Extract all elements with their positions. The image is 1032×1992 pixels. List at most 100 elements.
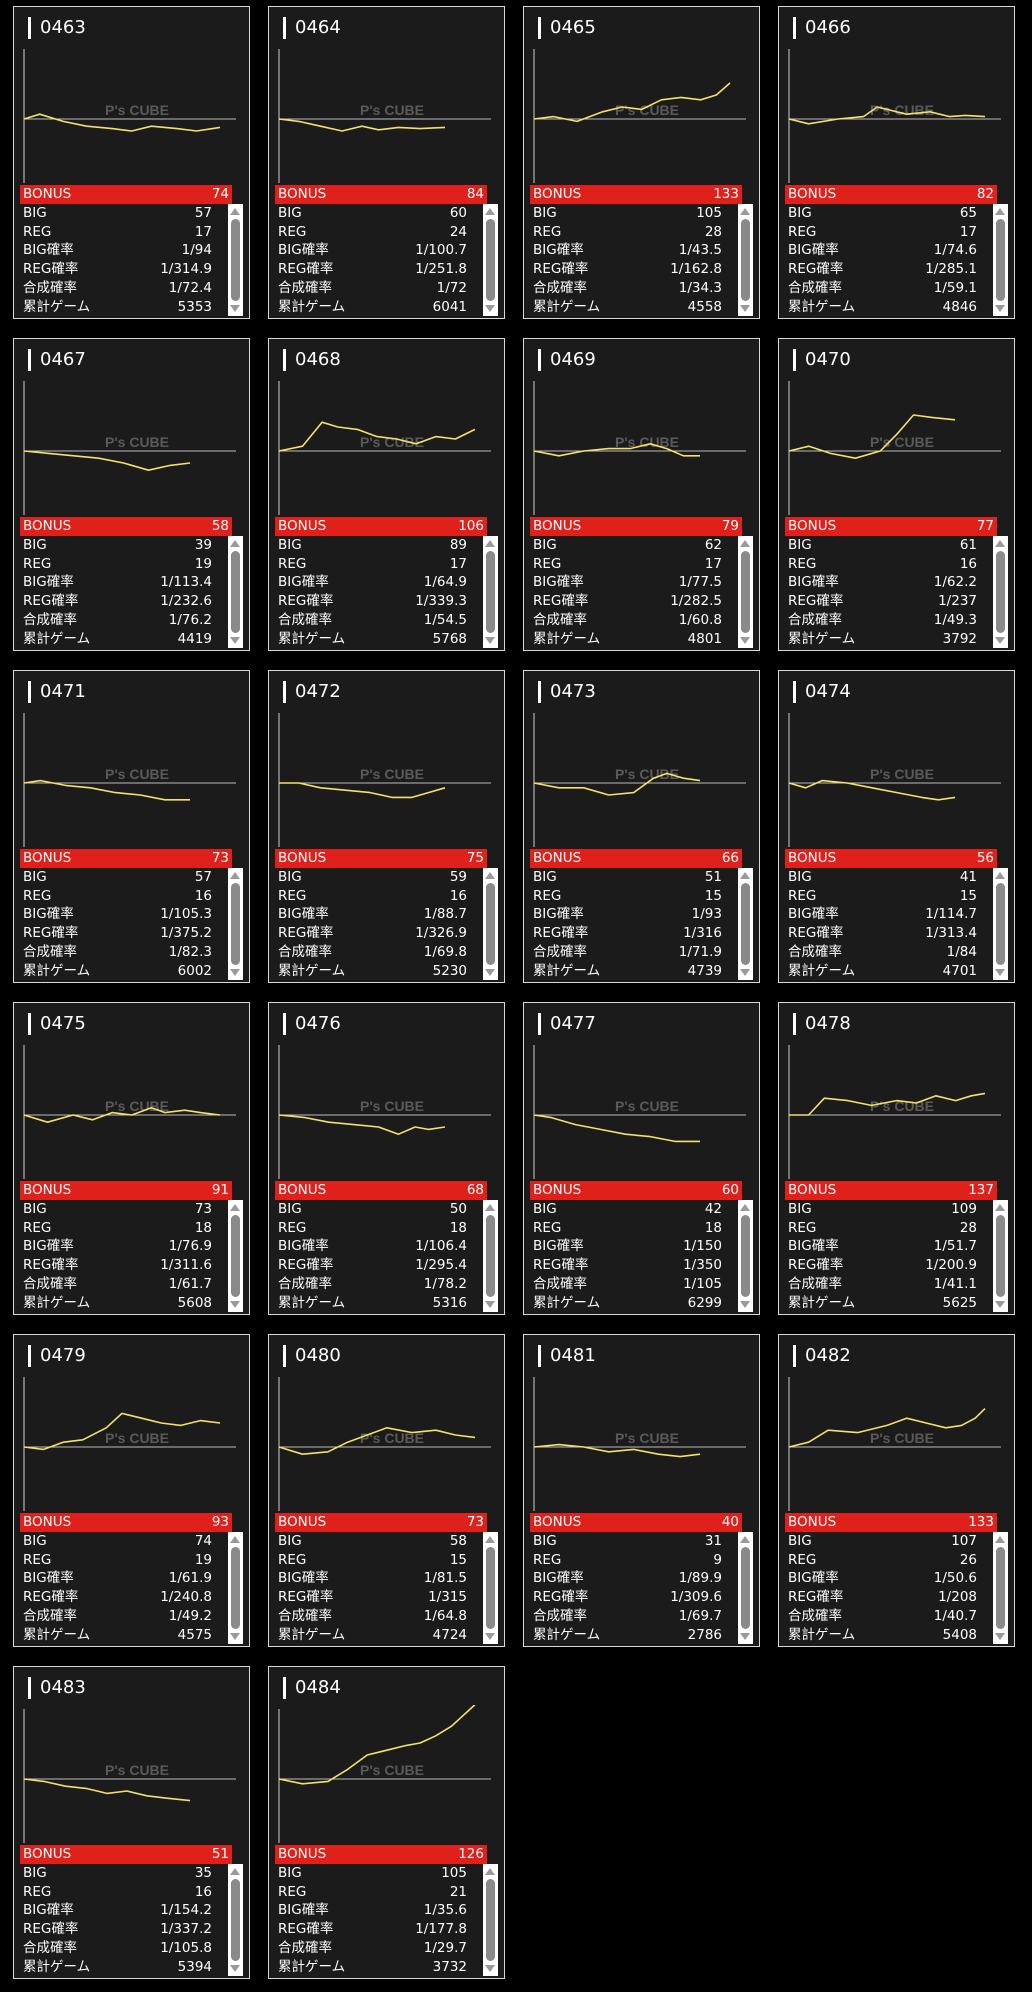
machine-card[interactable]: 0463 P's CUBE BONUS 74 BIG 57 REG 17 BIG確率 1/94 RE…: [13, 6, 250, 319]
stats-scrollbar[interactable]: [483, 867, 498, 980]
scroll-down-arrow-icon[interactable]: [740, 968, 750, 976]
stats-scrollbar[interactable]: [993, 867, 1008, 980]
scroll-up-arrow-icon[interactable]: [740, 539, 750, 547]
scroll-down-arrow-icon[interactable]: [230, 1632, 240, 1640]
scroll-thumb[interactable]: [231, 882, 240, 965]
scroll-up-arrow-icon[interactable]: [740, 1535, 750, 1543]
scroll-thumb[interactable]: [741, 1214, 750, 1297]
stats-scrollbar[interactable]: [993, 203, 1008, 316]
scroll-down-arrow-icon[interactable]: [485, 304, 495, 312]
scroll-up-arrow-icon[interactable]: [485, 871, 495, 879]
scroll-up-arrow-icon[interactable]: [995, 539, 1005, 547]
stats-scrollbar[interactable]: [993, 1531, 1008, 1644]
scroll-thumb[interactable]: [486, 1546, 495, 1629]
machine-card[interactable]: 0473 P's CUBE BONUS 66 BIG 51 REG 15 BIG確率 1/93 RE…: [523, 670, 760, 983]
stats-scrollbar[interactable]: [228, 867, 243, 980]
scroll-up-arrow-icon[interactable]: [230, 1867, 240, 1875]
stats-scrollbar[interactable]: [483, 203, 498, 316]
stats-scrollbar[interactable]: [228, 535, 243, 648]
stats-scrollbar[interactable]: [228, 1199, 243, 1312]
machine-card[interactable]: 0472 P's CUBE BONUS 75 BIG 59 REG 16 BIG確率 1/88.7…: [268, 670, 505, 983]
stats-scrollbar[interactable]: [228, 203, 243, 316]
machine-card[interactable]: 0465 P's CUBE BONUS 133 BIG 105 REG 28 BIG確率 1/43…: [523, 6, 760, 319]
scroll-down-arrow-icon[interactable]: [995, 1300, 1005, 1308]
scroll-down-arrow-icon[interactable]: [740, 304, 750, 312]
scroll-thumb[interactable]: [231, 550, 240, 633]
machine-card[interactable]: 0479 P's CUBE BONUS 93 BIG 74 REG 19 BIG確率 1/61.9…: [13, 1334, 250, 1647]
scroll-up-arrow-icon[interactable]: [740, 871, 750, 879]
machine-card[interactable]: 0474 P's CUBE BONUS 56 BIG 41 REG 15 BIG確率 1/114.…: [778, 670, 1015, 983]
stats-scrollbar[interactable]: [738, 867, 753, 980]
scroll-down-arrow-icon[interactable]: [485, 636, 495, 644]
machine-card[interactable]: 0466 P's CUBE BONUS 82 BIG 65 REG 17 BIG確率 1/74.6…: [778, 6, 1015, 319]
scroll-up-arrow-icon[interactable]: [995, 1535, 1005, 1543]
scroll-up-arrow-icon[interactable]: [995, 207, 1005, 215]
scroll-thumb[interactable]: [996, 1546, 1005, 1629]
scroll-down-arrow-icon[interactable]: [485, 1300, 495, 1308]
machine-card[interactable]: 0476 P's CUBE BONUS 68 BIG 50 REG 18 BIG確率 1/106.…: [268, 1002, 505, 1315]
scroll-down-arrow-icon[interactable]: [740, 1632, 750, 1640]
scroll-up-arrow-icon[interactable]: [230, 539, 240, 547]
scroll-thumb[interactable]: [741, 882, 750, 965]
scroll-thumb[interactable]: [486, 882, 495, 965]
scroll-thumb[interactable]: [741, 1546, 750, 1629]
machine-card[interactable]: 0483 P's CUBE BONUS 51 BIG 35 REG 16 BIG確率 1/154.…: [13, 1666, 250, 1979]
scroll-thumb[interactable]: [741, 218, 750, 301]
scroll-up-arrow-icon[interactable]: [995, 871, 1005, 879]
machine-card[interactable]: 0468 P's CUBE BONUS 106 BIG 89 REG 17 BIG確率 1/64.…: [268, 338, 505, 651]
scroll-up-arrow-icon[interactable]: [485, 1203, 495, 1211]
scroll-up-arrow-icon[interactable]: [230, 1203, 240, 1211]
scroll-thumb[interactable]: [996, 882, 1005, 965]
scroll-up-arrow-icon[interactable]: [485, 539, 495, 547]
scroll-up-arrow-icon[interactable]: [485, 207, 495, 215]
scroll-thumb[interactable]: [231, 1214, 240, 1297]
scroll-thumb[interactable]: [231, 218, 240, 301]
scroll-thumb[interactable]: [231, 1546, 240, 1629]
machine-card[interactable]: 0467 P's CUBE BONUS 58 BIG 39 REG 19 BIG確率 1/113.…: [13, 338, 250, 651]
stats-scrollbar[interactable]: [483, 1531, 498, 1644]
machine-card[interactable]: 0475 P's CUBE BONUS 91 BIG 73 REG 18 BIG確率 1/76.9…: [13, 1002, 250, 1315]
scroll-down-arrow-icon[interactable]: [230, 304, 240, 312]
stats-scrollbar[interactable]: [483, 1199, 498, 1312]
scroll-up-arrow-icon[interactable]: [230, 207, 240, 215]
scroll-down-arrow-icon[interactable]: [485, 968, 495, 976]
stats-scrollbar[interactable]: [483, 1863, 498, 1976]
stats-scrollbar[interactable]: [483, 535, 498, 648]
scroll-down-arrow-icon[interactable]: [995, 1632, 1005, 1640]
scroll-thumb[interactable]: [486, 1214, 495, 1297]
machine-card[interactable]: 0482 P's CUBE BONUS 133 BIG 107 REG 26 BIG確率 1/50…: [778, 1334, 1015, 1647]
scroll-thumb[interactable]: [486, 1878, 495, 1961]
scroll-thumb[interactable]: [231, 1878, 240, 1961]
scroll-thumb[interactable]: [996, 218, 1005, 301]
stats-scrollbar[interactable]: [738, 1531, 753, 1644]
scroll-down-arrow-icon[interactable]: [740, 636, 750, 644]
stats-scrollbar[interactable]: [993, 535, 1008, 648]
machine-card[interactable]: 0481 P's CUBE BONUS 40 BIG 31 REG 9 BIG確率 1/89.9 R…: [523, 1334, 760, 1647]
scroll-down-arrow-icon[interactable]: [230, 1300, 240, 1308]
scroll-up-arrow-icon[interactable]: [485, 1535, 495, 1543]
machine-card[interactable]: 0470 P's CUBE BONUS 77 BIG 61 REG 16 BIG確率 1/62.2…: [778, 338, 1015, 651]
scroll-up-arrow-icon[interactable]: [995, 1203, 1005, 1211]
scroll-up-arrow-icon[interactable]: [485, 1867, 495, 1875]
stats-scrollbar[interactable]: [738, 203, 753, 316]
scroll-up-arrow-icon[interactable]: [740, 207, 750, 215]
scroll-down-arrow-icon[interactable]: [485, 1632, 495, 1640]
stats-scrollbar[interactable]: [993, 1199, 1008, 1312]
machine-card[interactable]: 0484 P's CUBE BONUS 126 BIG 105 REG 21 BIG確率 1/35…: [268, 1666, 505, 1979]
scroll-down-arrow-icon[interactable]: [995, 304, 1005, 312]
machine-card[interactable]: 0471 P's CUBE BONUS 73 BIG 57 REG 16 BIG確率 1/105.…: [13, 670, 250, 983]
scroll-down-arrow-icon[interactable]: [740, 1300, 750, 1308]
stats-scrollbar[interactable]: [228, 1863, 243, 1976]
scroll-down-arrow-icon[interactable]: [995, 968, 1005, 976]
machine-card[interactable]: 0469 P's CUBE BONUS 79 BIG 62 REG 17 BIG確率 1/77.5…: [523, 338, 760, 651]
scroll-down-arrow-icon[interactable]: [485, 1964, 495, 1972]
scroll-down-arrow-icon[interactable]: [230, 1964, 240, 1972]
scroll-thumb[interactable]: [741, 550, 750, 633]
scroll-thumb[interactable]: [486, 550, 495, 633]
scroll-thumb[interactable]: [996, 1214, 1005, 1297]
stats-scrollbar[interactable]: [738, 1199, 753, 1312]
scroll-up-arrow-icon[interactable]: [230, 871, 240, 879]
scroll-thumb[interactable]: [486, 218, 495, 301]
scroll-thumb[interactable]: [996, 550, 1005, 633]
scroll-down-arrow-icon[interactable]: [230, 636, 240, 644]
